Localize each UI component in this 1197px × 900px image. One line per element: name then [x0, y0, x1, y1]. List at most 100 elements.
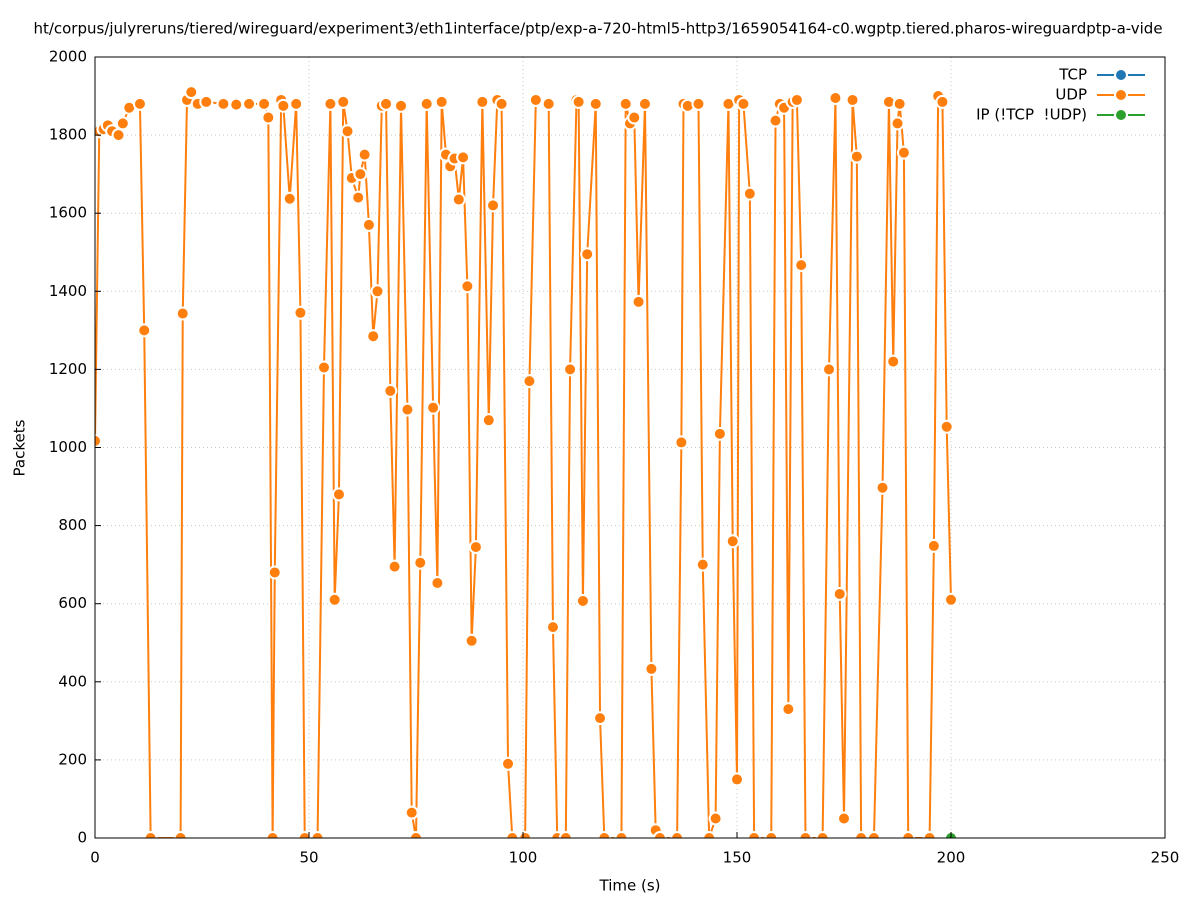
data-point — [518, 831, 533, 838]
data-point — [426, 400, 441, 415]
data-point — [137, 323, 152, 338]
data-point — [892, 96, 907, 111]
x-tick-label: 150 — [723, 849, 752, 867]
data-point — [379, 96, 394, 111]
data-point — [935, 94, 950, 109]
data-point — [828, 91, 843, 106]
data-point — [111, 128, 126, 143]
data-point — [627, 110, 642, 125]
data-point — [730, 772, 744, 787]
data-point — [901, 831, 916, 838]
data-point — [896, 145, 911, 160]
data-point — [588, 96, 603, 111]
data-point — [597, 831, 612, 838]
data-point — [832, 586, 847, 601]
data-point — [451, 192, 466, 207]
data-point — [434, 94, 449, 109]
data-point — [323, 96, 338, 111]
data-point — [794, 258, 809, 273]
data-point — [736, 96, 751, 111]
data-point — [357, 147, 372, 162]
data-point — [494, 96, 509, 111]
data-point — [558, 831, 573, 838]
data-point — [216, 96, 231, 111]
data-point — [430, 576, 445, 591]
legend-marker — [1114, 108, 1128, 122]
data-point — [340, 124, 355, 139]
y-tick-label: 0 — [77, 829, 87, 847]
data-point — [875, 480, 890, 495]
y-tick-label: 1800 — [49, 126, 87, 144]
data-point — [132, 96, 147, 111]
x-tick-label: 50 — [299, 849, 318, 867]
data-point — [742, 186, 757, 201]
data-point — [297, 831, 312, 838]
data-point — [837, 811, 851, 826]
data-point — [747, 831, 762, 838]
data-point — [691, 96, 706, 111]
y-axis-label: Packets — [11, 419, 29, 476]
data-point — [541, 96, 556, 111]
data-point — [922, 831, 937, 838]
data-point — [505, 831, 520, 838]
x-tick-label: 100 — [509, 849, 538, 867]
data-point — [310, 831, 325, 838]
data-point — [822, 362, 837, 377]
legend-marker — [1114, 68, 1128, 82]
data-point — [242, 96, 257, 111]
x-tick-label: 250 — [1151, 849, 1180, 867]
data-point — [293, 305, 308, 320]
data-point — [614, 831, 629, 838]
plot-area — [95, 85, 958, 838]
data-point — [143, 831, 158, 838]
data-point — [944, 592, 958, 607]
y-tick-label: 400 — [58, 672, 87, 690]
data-point — [575, 593, 590, 608]
data-point — [261, 110, 276, 125]
y-tick-label: 2000 — [49, 48, 87, 66]
data-point — [229, 97, 244, 112]
y-tick-label: 200 — [58, 750, 87, 768]
data-point — [702, 831, 717, 838]
data-point — [545, 620, 560, 635]
data-point — [267, 565, 282, 580]
data-point — [276, 98, 291, 113]
legend-label: TCP — [1058, 66, 1087, 84]
data-point — [631, 294, 646, 309]
axes: 0 200 400 600 800 1000 1200 1400 1600 1800 2000 0 50… — [49, 48, 1180, 867]
data-point — [849, 149, 864, 164]
data-point — [695, 557, 710, 572]
data-point — [289, 96, 304, 111]
data-point — [475, 94, 490, 109]
data-point — [409, 831, 423, 838]
data-point — [501, 756, 516, 771]
data-point — [361, 217, 376, 232]
data-point — [351, 190, 366, 205]
series-line — [95, 90, 952, 838]
data-point — [854, 831, 869, 838]
data-point — [637, 96, 652, 111]
data-point — [652, 831, 667, 838]
data-point — [464, 633, 479, 648]
data-point — [419, 96, 434, 111]
y-tick-label: 600 — [58, 594, 87, 612]
data-point — [712, 426, 727, 441]
data-point — [370, 284, 385, 299]
data-point — [725, 534, 740, 549]
y-tick-label: 1400 — [49, 282, 87, 300]
data-point — [383, 383, 398, 398]
legend-label: UDP — [1055, 86, 1087, 104]
data-point — [789, 92, 804, 107]
data-point — [522, 374, 537, 389]
data-point — [336, 94, 351, 109]
data-point — [890, 116, 905, 131]
data-point — [468, 540, 483, 555]
data-point — [528, 92, 543, 107]
data-point — [593, 711, 608, 726]
data-point — [618, 96, 633, 111]
data-point — [387, 559, 402, 574]
data-point — [327, 592, 342, 607]
data-point — [939, 419, 954, 434]
data-point — [886, 354, 901, 369]
